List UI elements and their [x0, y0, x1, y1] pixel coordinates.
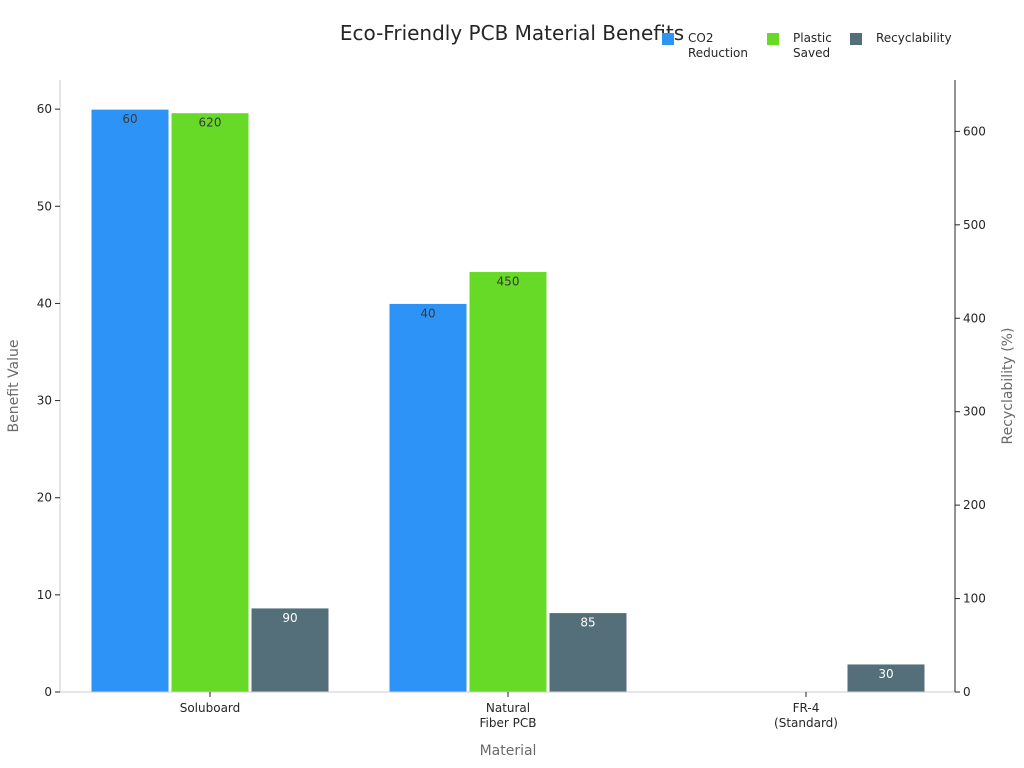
y2-tick-label: 200 [963, 498, 986, 512]
legend-label: CO2 Reduction [688, 31, 748, 60]
chart-title: Eco-Friendly PCB Material Benefits [340, 21, 684, 45]
legend-label: Recyclability [876, 31, 952, 45]
legend-swatch [662, 33, 674, 45]
y-axis-left-ticks: 0 10 20 30 40 50 60 [37, 102, 60, 699]
legend-swatch [850, 33, 862, 45]
y2-tick-label: 0 [963, 685, 971, 699]
x-tick-label: FR-4 (Standard) [774, 701, 838, 730]
data-label: 90 [282, 611, 297, 625]
bar-3-1 [250, 607, 330, 693]
data-label: 60 [122, 112, 137, 126]
y-tick-label: 20 [37, 491, 52, 505]
y2-tick-label: 600 [963, 124, 986, 138]
y2-tick-label: 400 [963, 311, 986, 325]
legend-label: Plastic Saved [793, 31, 832, 60]
bar-2-2 [468, 271, 548, 693]
data-labels: 60 40 620 450 90 85 30 [122, 112, 893, 681]
y-tick-label: 50 [37, 199, 52, 213]
data-label: 85 [580, 616, 595, 630]
data-label: 30 [878, 667, 893, 681]
y2-tick-label: 500 [963, 218, 986, 232]
y-tick-label: 10 [37, 588, 52, 602]
bar-1-2 [388, 302, 468, 693]
data-label: 450 [497, 275, 520, 289]
x-axis-title: Material [480, 743, 537, 759]
data-label: 40 [420, 306, 435, 320]
x-tick-label: Soluboard [180, 701, 241, 715]
y-tick-label: 60 [37, 102, 52, 116]
y-tick-label: 40 [37, 296, 52, 310]
bar-3-2 [548, 612, 628, 693]
bar-2-1 [170, 112, 250, 693]
legend: CO2 Reduction Plastic Saved Recyclability [662, 31, 952, 60]
bars [90, 108, 926, 693]
y-axis-right-title: Recyclability (%) [1000, 328, 1016, 445]
y2-tick-label: 100 [963, 592, 986, 606]
bar-1-1 [90, 108, 170, 693]
y-axis-right-ticks: 0 100 200 300 400 500 600 [955, 124, 986, 699]
data-label: 620 [199, 116, 222, 130]
y2-tick-label: 300 [963, 405, 986, 419]
legend-swatch [767, 33, 779, 45]
x-tick-label: Natural Fiber PCB [480, 701, 537, 730]
x-axis-ticks: Soluboard Natural Fiber PCB FR-4 (Standard) [180, 692, 838, 730]
y-tick-label: 30 [37, 394, 52, 408]
y-tick-label: 0 [44, 685, 52, 699]
y-axis-left-title: Benefit Value [6, 340, 22, 433]
